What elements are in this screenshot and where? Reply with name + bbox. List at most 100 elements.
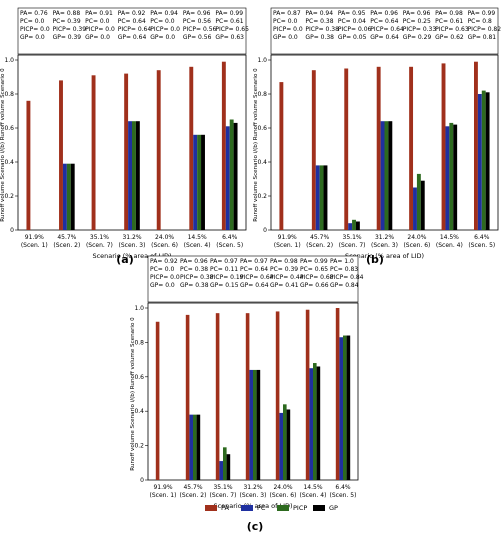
annotation-text: PA= 0.98 (270, 258, 298, 265)
x-tick-label: (Scen. 1) (21, 242, 48, 249)
bar-gp-6 (316, 366, 321, 480)
y-tick-label: 0.6 (257, 125, 267, 132)
annotation-text: PA= 0.95 (338, 10, 366, 17)
annotation-text: PICP= 0.0 (273, 26, 303, 33)
annotation-text: PA= 0.97 (210, 258, 238, 265)
bar-pc-2 (315, 165, 320, 230)
x-tick-label: (Scen. 1) (274, 242, 301, 249)
x-tick-label: (Scen. 5) (468, 242, 495, 249)
annotation-text: PICP= 0.65 (215, 26, 249, 33)
x-tick-label: 14.5% (440, 234, 459, 241)
x-tick-label: 45.7% (57, 234, 76, 241)
legend-label-pc: PC (257, 504, 266, 512)
bar-picp-2 (66, 163, 71, 230)
annotation-text: GP= 0.64 (118, 34, 147, 41)
annotation-text: GP= 0.41 (270, 282, 299, 289)
bar-picp-2 (319, 165, 324, 230)
annotation-text: GP= 0.66 (300, 282, 329, 289)
bar-picp-4 (132, 121, 136, 230)
annotation-text: GP= 0.0 (85, 34, 110, 41)
bar-picp-3 (352, 219, 356, 230)
x-tick-label: 45.7% (183, 484, 202, 491)
annotation-text: PA= 0.92 (118, 10, 146, 17)
annotation-text: PICP= 0.06 (338, 26, 372, 33)
annotation-text: GP= 0.63 (215, 34, 244, 41)
x-tick-label: (Scen. 5) (330, 492, 357, 499)
bar-pc-4 (128, 121, 132, 230)
annotation-text: PA= 0.96 (370, 10, 398, 17)
legend-swatch-gp (313, 505, 325, 511)
x-axis-label: Scenario (% area of LID) (345, 252, 424, 260)
bar-gp-6 (201, 134, 205, 230)
bar-gp-6 (453, 124, 458, 230)
annotation-text: PICP= 0.0 (85, 26, 115, 33)
bar-pa-5 (275, 311, 280, 480)
bar-pa-2 (59, 80, 63, 231)
annotation-text: GP= 0.84 (330, 282, 359, 289)
annotation-text: PC= 0.64 (240, 266, 268, 273)
bar-gp-7 (485, 92, 490, 230)
bar-pa-5 (156, 70, 161, 230)
bar-picp-7 (229, 119, 234, 230)
bar-pc-4 (249, 369, 253, 480)
legend: PA PC PICP GP (205, 504, 338, 512)
annotation-text: PICP= 0.19 (210, 274, 244, 281)
y-tick-label: 1.0 (4, 57, 14, 64)
bar-picp-6 (197, 134, 202, 230)
bar-picp-5 (283, 404, 287, 480)
x-tick-label: 31.2% (375, 234, 394, 241)
annotation-text: GP= 0.64 (240, 282, 269, 289)
annotation-text: GP= 0.0 (20, 34, 45, 41)
y-axis-label: Runoff volume Scenario i/(b) Runoff volu… (253, 68, 259, 222)
annotation-text: GP= 0.38 (180, 282, 209, 289)
annotation-text: PC= 0.39 (270, 266, 298, 273)
x-tick-label: (Scen. 4) (436, 242, 463, 249)
x-tick-label: (Scen. 7) (210, 492, 237, 499)
annotation-text: PICP= 0.44 (270, 274, 304, 281)
annotation-box (147, 255, 359, 303)
annotation-text: PA= 0.94 (305, 10, 333, 17)
annotation-text: PC= 0.83 (330, 266, 358, 273)
y-tick-label: 0 (263, 227, 267, 234)
annotation-text: GP= 0.64 (370, 34, 399, 41)
annotation-text: GP= 0.0 (273, 34, 298, 41)
bar-pa-7 (221, 61, 226, 231)
legend-label-gp: GP (329, 504, 338, 512)
bar-pa-6 (441, 63, 446, 231)
panel-label: (b) (366, 253, 384, 266)
y-tick-label: 1.0 (257, 57, 267, 64)
annotation-box (270, 7, 499, 55)
x-tick-label: (Scen. 3) (119, 242, 146, 249)
annotation-text: PC= 0.56 (183, 18, 211, 25)
x-tick-label: (Scen. 6) (403, 242, 430, 249)
annotation-text: GP= 0.0 (150, 282, 175, 289)
x-tick-label: 91.9% (153, 484, 172, 491)
x-tick-label: 6.4% (222, 234, 238, 241)
x-tick-label: 31.2% (243, 484, 262, 491)
annotation-text: PA= 0.88 (53, 10, 81, 17)
annotation-text: PC= 0.64 (370, 18, 398, 25)
x-tick-label: (Scen. 4) (300, 492, 327, 499)
legend-swatch-pc (241, 505, 253, 511)
annotation-text: PC= 0.0 (150, 266, 174, 273)
x-axis-label: Scenario (% area of LID) (92, 252, 171, 260)
bar-pa-7 (474, 61, 478, 231)
annotation-text: PC= 0.38 (305, 18, 333, 25)
y-tick-label: 0 (140, 477, 144, 484)
annotation-text: GP= 0.56 (183, 34, 212, 41)
annotation-text: PICP= 0.39 (53, 26, 87, 33)
bar-pa-4 (245, 313, 250, 480)
annotation-text: PICP= 0.56 (183, 26, 217, 33)
x-tick-label: 35.1% (343, 234, 362, 241)
bar-pc-7 (477, 94, 482, 230)
annotation-text: PICP= 0.63 (435, 26, 469, 33)
bar-pc-6 (309, 368, 313, 480)
x-tick-label: 31.2% (122, 234, 141, 241)
y-tick-label: 0.6 (4, 125, 14, 132)
annotation-text: GP= 0.81 (468, 34, 497, 41)
x-tick-label: 45.7% (310, 234, 329, 241)
bar-gp-7 (233, 122, 238, 230)
annotation-text: PICP= 0.0 (150, 26, 180, 33)
